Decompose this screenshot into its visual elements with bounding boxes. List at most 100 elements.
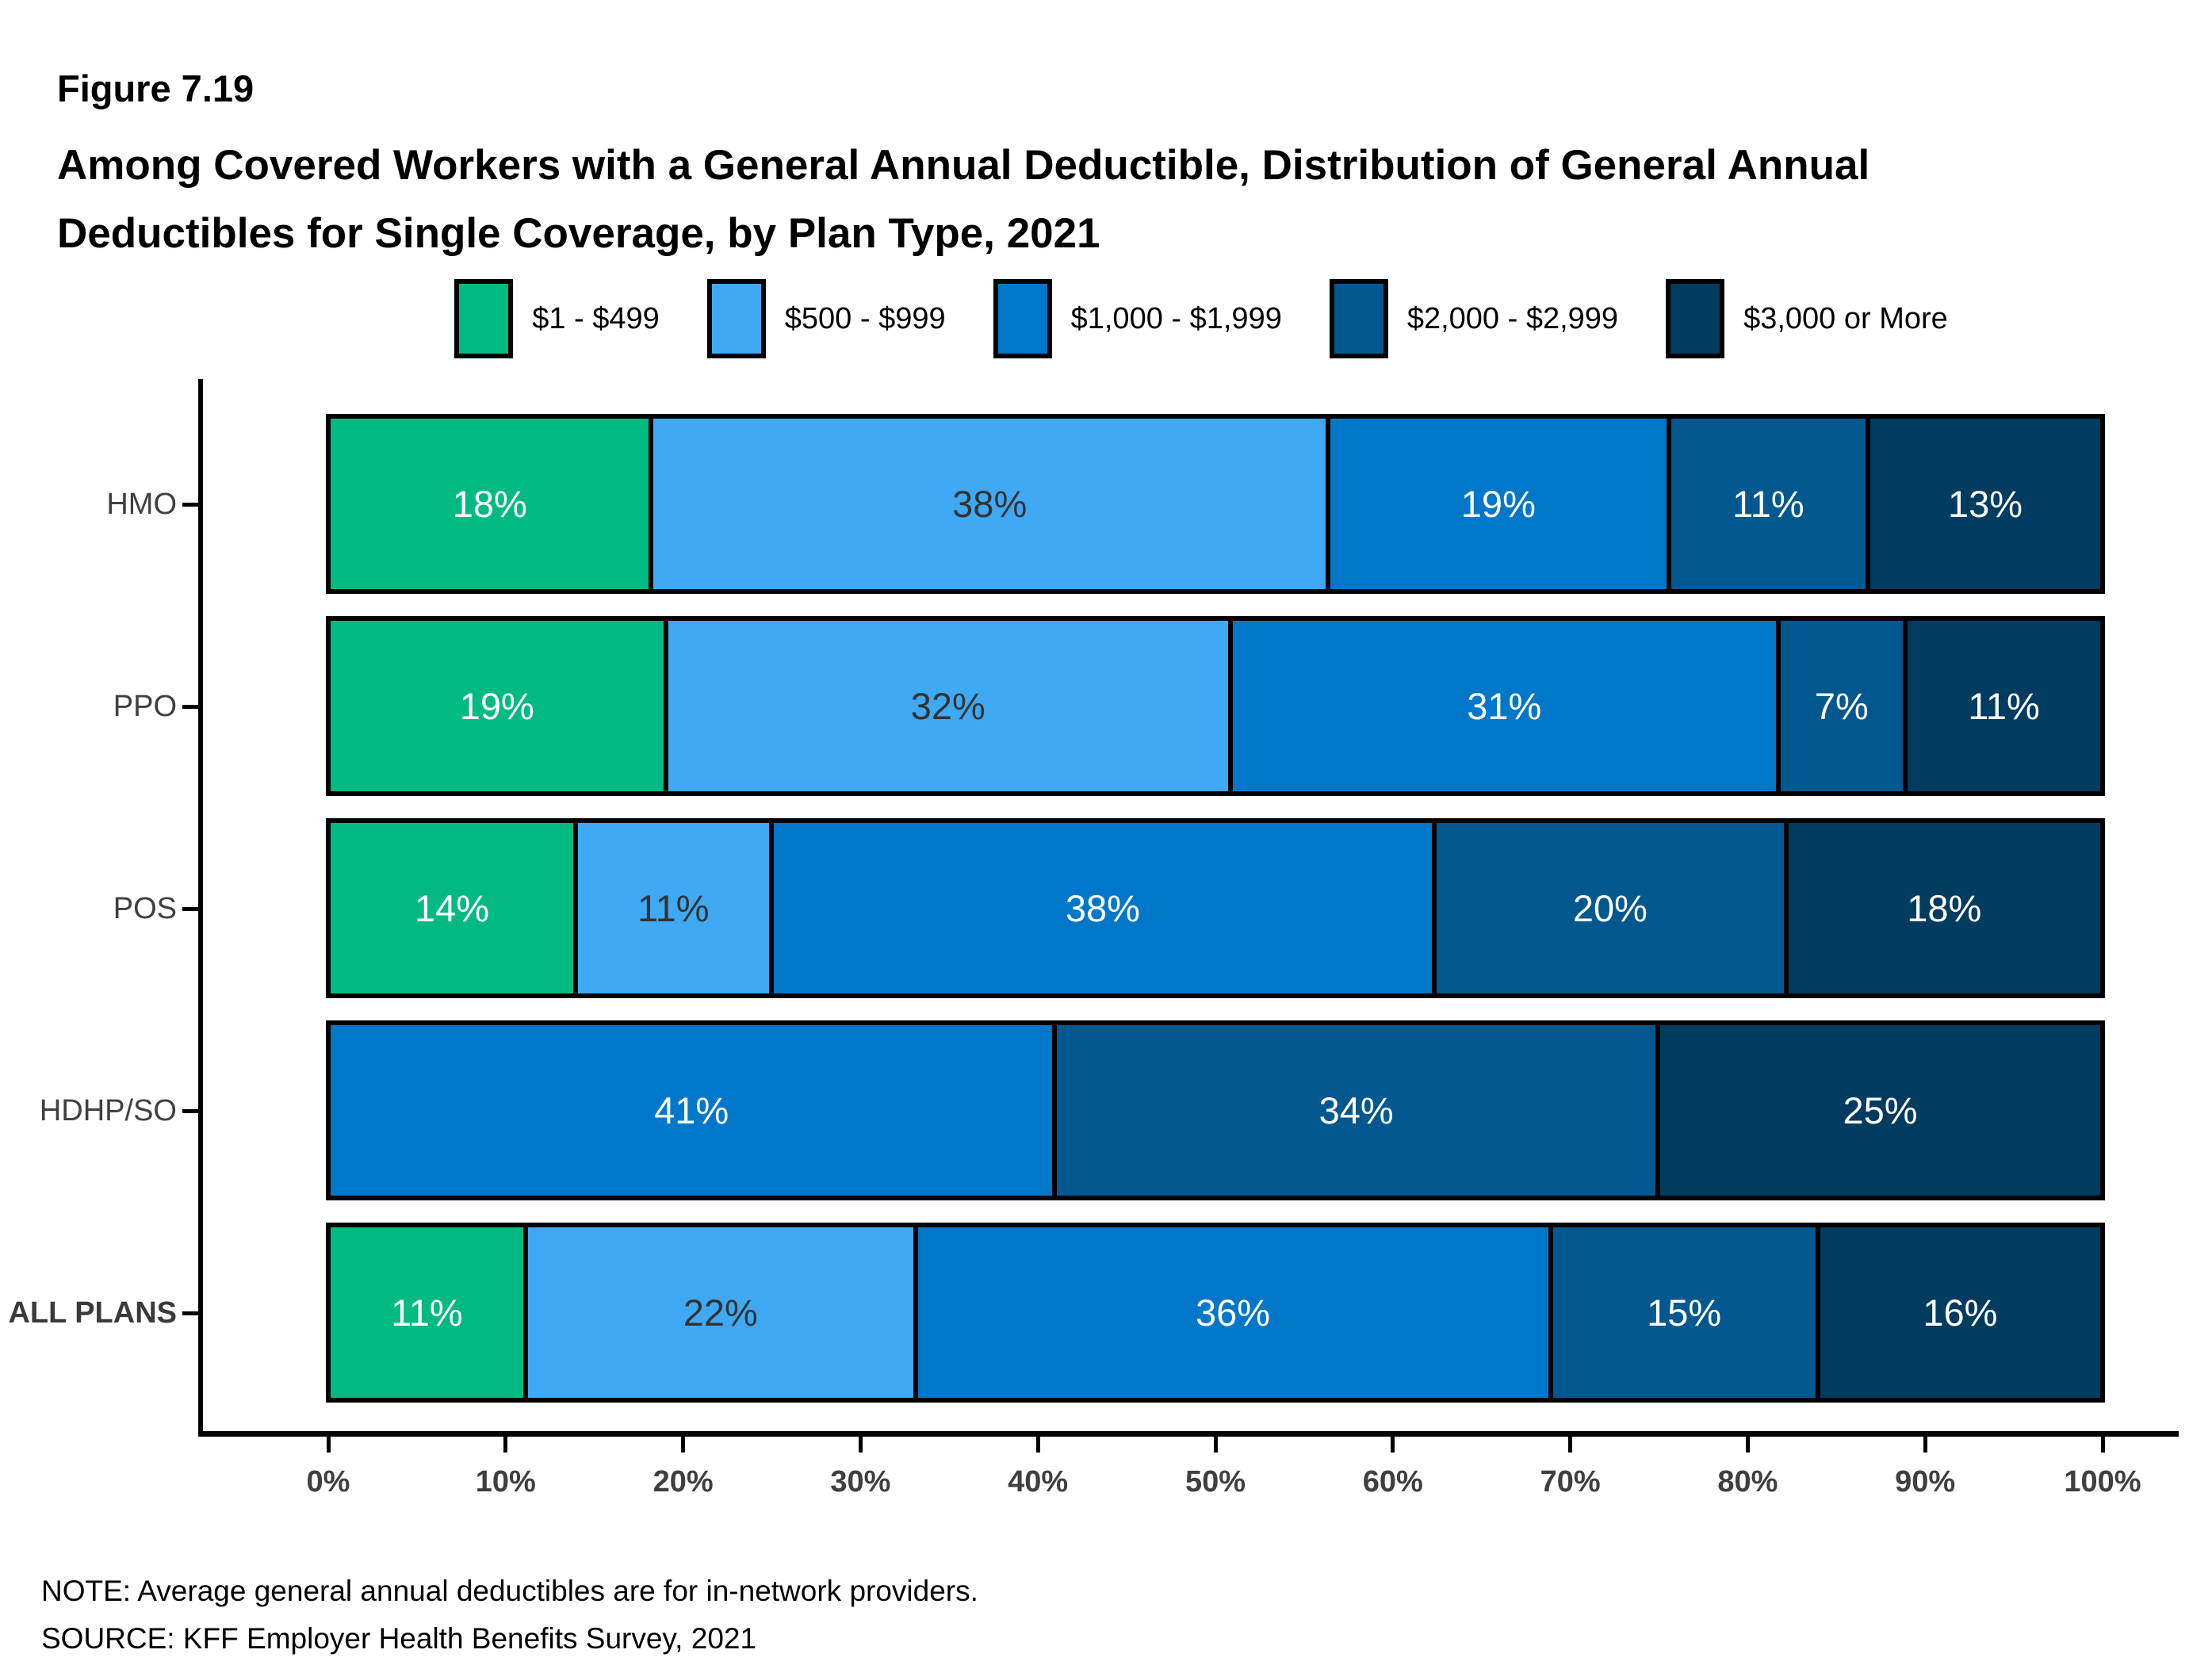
x-axis-tick <box>858 1437 863 1453</box>
source-text: SOURCE: KFF Employer Health Benefits Sur… <box>41 1622 757 1655</box>
legend-swatch <box>1329 279 1388 358</box>
chart-title-line-1: Among Covered Workers with a General Ann… <box>57 142 1870 189</box>
bar-row-pos: 14% 11% 38% 20% 18% <box>326 818 2105 998</box>
x-axis-tick <box>1923 1437 1927 1453</box>
bar-segment-label: 14% <box>414 887 490 929</box>
legend-label: $3,000 or More <box>1743 301 1948 335</box>
bar-segment-label: 11% <box>637 887 710 929</box>
bar-segment: 31% <box>1233 616 1781 796</box>
legend-item: $2,000 - $2,999 <box>1329 279 1619 358</box>
x-axis-tick-label: 70% <box>1540 1465 1601 1498</box>
y-axis-label: PPO <box>113 689 177 723</box>
chart-title: Among Covered Workers with a General Ann… <box>57 132 1869 268</box>
bar-segment-label: 25% <box>1843 1089 1918 1131</box>
legend-label: $1,000 - $1,999 <box>1070 301 1282 335</box>
y-axis-tick <box>182 502 198 507</box>
x-axis-tick <box>1745 1437 1750 1453</box>
x-axis-tick-label: 40% <box>1008 1465 1069 1498</box>
bar-segment-label: 7% <box>1814 685 1869 727</box>
x-axis-tick <box>1035 1437 1040 1453</box>
bar-segment: 19% <box>1330 414 1671 594</box>
bar-segment-label: 41% <box>654 1089 729 1131</box>
legend: $1 - $499 $500 - $999 $1,000 - $1,999 $2,00… <box>190 279 2212 358</box>
bar-segment: 22% <box>527 1223 918 1403</box>
y-axis-line <box>198 379 203 1437</box>
x-axis-tick-label: 100% <box>2064 1465 2141 1498</box>
bar-segment-label: 38% <box>952 483 1028 525</box>
y-axis-tick <box>182 1311 198 1315</box>
x-axis-tick <box>2100 1437 2105 1453</box>
note-text: NOTE: Average general annual deductibles… <box>41 1575 978 1607</box>
x-axis-tick <box>681 1437 686 1453</box>
bar-segment: 19% <box>326 616 668 796</box>
bar-segment-label: 18% <box>452 483 527 525</box>
x-axis-tick <box>1213 1437 1218 1453</box>
x-axis-tick-label: 30% <box>830 1465 891 1498</box>
x-axis-tick <box>503 1437 508 1453</box>
bar-segment-label: 19% <box>459 685 534 727</box>
bar-segment: 32% <box>668 616 1234 796</box>
x-axis-tick-label: 10% <box>475 1465 536 1498</box>
x-axis-tick-label: 80% <box>1717 1465 1778 1498</box>
bar-segment-label: 13% <box>1947 483 2023 525</box>
legend-label: $500 - $999 <box>784 301 946 335</box>
bar-segment-label: 22% <box>683 1292 758 1334</box>
bar-row-all-plans: 11% 22% 36% 15% 16% <box>326 1223 2105 1403</box>
bar-segment-label: 31% <box>1467 685 1542 727</box>
chart-title-line-2: Deductibles for Single Coverage, by Plan… <box>57 210 1100 257</box>
bar-segment: 18% <box>1788 818 2105 998</box>
y-axis-label: POS <box>113 891 177 925</box>
bar-segment-label: 11% <box>391 1292 463 1334</box>
figure-number: Figure 7.19 <box>57 67 254 109</box>
x-axis-line <box>198 1431 2179 1437</box>
bar-segment: 11% <box>578 818 774 998</box>
bar-segment: 11% <box>1670 414 1871 594</box>
bar-segment: 11% <box>1908 616 2105 796</box>
bar-segment: 38% <box>773 818 1437 998</box>
y-axis-label: HMO <box>106 487 177 521</box>
y-axis-tick <box>182 1108 198 1113</box>
legend-item: $3,000 or More <box>1666 279 1948 358</box>
bar-segment: 41% <box>326 1020 1058 1200</box>
x-axis-tick-label: 0% <box>306 1465 350 1498</box>
x-axis-tick <box>1568 1437 1573 1453</box>
x-axis-tick-label: 60% <box>1362 1465 1423 1498</box>
legend-label: $2,000 - $2,999 <box>1406 301 1619 335</box>
x-axis-tick-label: 20% <box>653 1465 714 1498</box>
bar-segment: 25% <box>1660 1020 2105 1200</box>
bar-segment-label: 32% <box>910 685 985 727</box>
legend-item: $1,000 - $1,999 <box>993 279 1282 358</box>
bar-segment: 14% <box>326 818 579 998</box>
bar-row-ppo: 19% 32% 31% 7% 11% <box>326 616 2105 796</box>
bar-segment: 15% <box>1552 1223 1820 1403</box>
bar-segment: 36% <box>917 1223 1553 1403</box>
legend-swatch <box>993 279 1052 358</box>
y-axis-label: ALL PLANS <box>8 1296 177 1330</box>
bar-segment: 20% <box>1437 818 1789 998</box>
bar-segment-label: 18% <box>1907 887 1982 929</box>
bar-segment: 11% <box>326 1223 528 1403</box>
x-axis-tick <box>326 1437 331 1453</box>
bar-segment-label: 11% <box>1968 685 2040 727</box>
legend-swatch <box>706 279 766 358</box>
bar-row-hdhp-so: 41% 34% 25% <box>326 1020 2105 1200</box>
bar-segment-label: 38% <box>1065 887 1140 929</box>
legend-label: $1 - $499 <box>532 301 660 335</box>
bar-row-hmo: 18% 38% 19% 11% 13% <box>326 414 2105 594</box>
legend-item: $500 - $999 <box>706 279 946 358</box>
bar-segment-label: 11% <box>1732 483 1804 525</box>
bar-segment: 34% <box>1057 1020 1660 1200</box>
bar-segment-label: 15% <box>1647 1292 1722 1334</box>
legend-swatch <box>454 279 514 358</box>
legend-swatch <box>1666 279 1725 358</box>
x-axis-tick <box>1391 1437 1395 1453</box>
x-axis-tick-label: 90% <box>1895 1465 1956 1498</box>
legend-item: $1 - $499 <box>454 279 660 358</box>
bar-segment: 16% <box>1820 1223 2105 1403</box>
bar-segment-label: 36% <box>1196 1292 1271 1334</box>
y-axis-tick <box>182 704 198 709</box>
bar-segment: 13% <box>1870 414 2105 594</box>
bar-segment-label: 19% <box>1460 483 1536 525</box>
bar-segment: 38% <box>653 414 1330 594</box>
